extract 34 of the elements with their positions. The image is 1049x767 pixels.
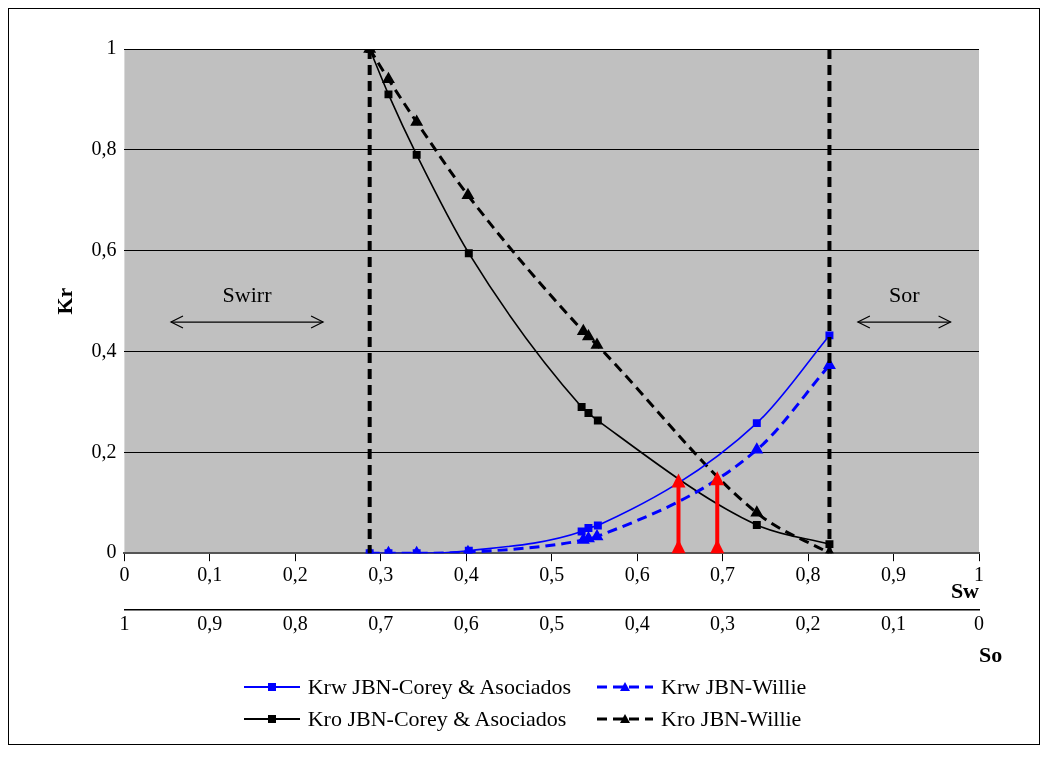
annotation: Sor xyxy=(888,281,921,307)
y-axis-title: Kr xyxy=(51,287,77,315)
legend-label: Kro JBN-Corey & Asociados xyxy=(307,706,567,732)
x-tick-label: 0,2 xyxy=(282,563,308,586)
y-tick-label: 0,4 xyxy=(91,338,117,361)
x2-tick-label: 0 xyxy=(974,611,984,634)
y-tick-label: 1 xyxy=(106,36,117,59)
x2-tick-label: 0,4 xyxy=(624,611,650,634)
y-tick-label: 0,8 xyxy=(91,137,117,160)
legend-label: Kro JBN-Willie xyxy=(661,706,802,732)
x-tick-label: 0,8 xyxy=(795,563,821,586)
annotation: Swirr xyxy=(222,281,273,307)
x2-tick-label: 0,5 xyxy=(539,611,565,634)
x-tick-label: 1 xyxy=(974,563,984,586)
y-tick-label: 0 xyxy=(106,540,117,563)
x-tick-label: 0,1 xyxy=(197,563,223,586)
x-tick-label: 0,5 xyxy=(539,563,565,586)
x-tick-label: 0,9 xyxy=(881,563,907,586)
x2-tick-label: 0,1 xyxy=(881,611,907,634)
x2-tick-label: 0,2 xyxy=(795,611,821,634)
x2-axis-title: So xyxy=(979,642,1003,668)
x2-tick-label: 0,8 xyxy=(282,611,308,634)
x2-tick-label: 0,7 xyxy=(368,611,394,634)
x-tick-label: 0,3 xyxy=(368,563,394,586)
x-tick-label: 0,7 xyxy=(710,563,736,586)
x-tick-label: 0,4 xyxy=(453,563,479,586)
y-tick-label: 0,2 xyxy=(91,439,117,462)
legend-label: Krw JBN-Corey & Asociados xyxy=(307,674,572,700)
x2-tick-label: 0,6 xyxy=(453,611,479,634)
x-tick-label: 0,6 xyxy=(624,563,650,586)
x2-tick-label: 0,9 xyxy=(197,611,223,634)
x2-tick-label: 0,3 xyxy=(710,611,736,634)
legend-label: Krw JBN-Willie xyxy=(661,674,807,700)
y-tick-label: 0,6 xyxy=(91,237,117,260)
